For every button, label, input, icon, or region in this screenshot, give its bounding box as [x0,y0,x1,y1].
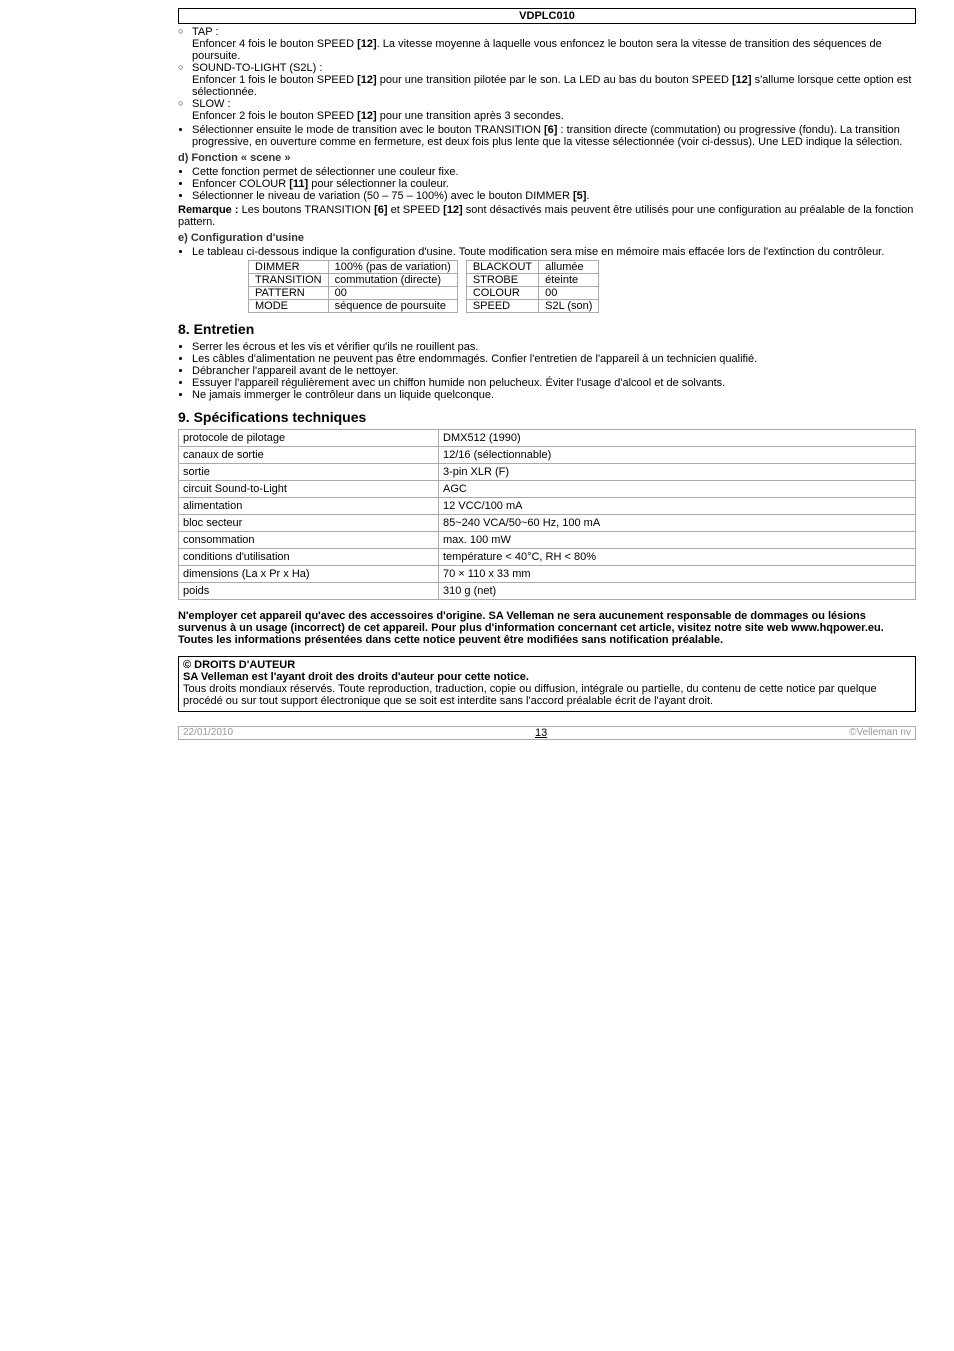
section-d-item: Cette fonction permet de sélectionner un… [192,166,916,178]
intro-sublist: TAP :Enfoncer 4 fois le bouton SPEED [12… [178,26,916,122]
spec-cell: 12/16 (sélectionnable) [439,447,916,464]
cfg-cell: STROBE [466,274,538,287]
main-content: TAP :Enfoncer 4 fois le bouton SPEED [12… [178,26,916,740]
intro-bullet-item: Sélectionner ensuite le mode de transiti… [192,124,916,148]
config-table-left: DIMMER100% (pas de variation)TRANSITIONc… [248,260,458,313]
cfg-cell: éteinte [539,274,599,287]
section-d-item: Enfoncer COLOUR [11] pour sélectionner l… [192,178,916,190]
section-8-item: Ne jamais immerger le contrôleur dans un… [192,389,916,401]
footer: 22/01/2010 13 ©Velleman nv [178,726,916,740]
intro-sub-item: SLOW :Enfoncer 2 fois le bouton SPEED [1… [192,98,916,122]
spec-cell: bloc secteur [179,515,439,532]
spec-cell: température < 40°C, RH < 80% [439,549,916,566]
section-8-list: Serrer les écrous et les vis et vérifier… [178,341,916,401]
cfg-cell: COLOUR [466,287,538,300]
config-tables: DIMMER100% (pas de variation)TRANSITIONc… [248,260,916,313]
footer-page: 13 [535,727,547,739]
config-table-right: BLACKOUTalluméeSTROBEéteinteCOLOUR00SPEE… [466,260,600,313]
cfg-cell: commutation (directe) [328,274,457,287]
remarque-label: Remarque : [178,204,239,216]
cfg-cell: 00 [328,287,457,300]
spec-cell: 70 × 110 x 33 mm [439,566,916,583]
spec-cell: DMX512 (1990) [439,430,916,447]
section-8-item: Serrer les écrous et les vis et vérifier… [192,341,916,353]
spec-table: protocole de pilotageDMX512 (1990)canaux… [178,429,916,600]
spec-cell: poids [179,583,439,600]
cfg-cell: DIMMER [249,261,329,274]
disclaimer: N'employer cet appareil qu'avec des acce… [178,610,916,646]
section-d-list: Cette fonction permet de sélectionner un… [178,166,916,202]
section-d-item: Sélectionner le niveau de variation (50 … [192,190,916,202]
section-8-item: Débrancher l'appareil avant de le nettoy… [192,365,916,377]
spec-cell: consommation [179,532,439,549]
cfg-cell: allumée [539,261,599,274]
cfg-cell: PATTERN [249,287,329,300]
spec-cell: 12 VCC/100 mA [439,498,916,515]
cfg-cell: TRANSITION [249,274,329,287]
cfg-cell: S2L (son) [539,300,599,313]
section-d-title: d) Fonction « scene » [178,152,916,164]
spec-cell: 310 g (net) [439,583,916,600]
spec-cell: alimentation [179,498,439,515]
section-e-intro: Le tableau ci-dessous indique la configu… [178,246,916,258]
section-8-item: Essuyer l'appareil régulièrement avec un… [192,377,916,389]
spec-cell: canaux de sortie [179,447,439,464]
copyright-bold: SA Velleman est l'ayant droit des droits… [183,671,911,683]
section-e-title: e) Configuration d'usine [178,232,916,244]
section-e-intro-item: Le tableau ci-dessous indique la configu… [192,246,916,258]
intro-bullets: Sélectionner ensuite le mode de transiti… [178,124,916,148]
copyright-body: Tous droits mondiaux réservés. Toute rep… [183,683,911,707]
footer-date: 22/01/2010 [183,727,233,739]
cfg-cell: SPEED [466,300,538,313]
section-9-title: 9. Spécifications techniques [178,409,916,425]
spec-cell: circuit Sound-to-Light [179,481,439,498]
cfg-cell: séquence de poursuite [328,300,457,313]
section-8-item: Les câbles d'alimentation ne peuvent pas… [192,353,916,365]
cfg-cell: MODE [249,300,329,313]
footer-brand: ©Velleman nv [849,727,911,739]
copyright-title: © DROITS D'AUTEUR [183,659,911,671]
remarque: Remarque : Les boutons TRANSITION [6] et… [178,204,916,228]
remarque-text: Les boutons TRANSITION [6] et SPEED [12]… [178,204,913,228]
copyright-box: © DROITS D'AUTEUR SA Velleman est l'ayan… [178,656,916,712]
cfg-cell: 100% (pas de variation) [328,261,457,274]
section-8-title: 8. Entretien [178,321,916,337]
intro-sub-item: TAP :Enfoncer 4 fois le bouton SPEED [12… [192,26,916,62]
spec-cell: dimensions (La x Pr x Ha) [179,566,439,583]
intro-sub-item: SOUND-TO-LIGHT (S2L) :Enfoncer 1 fois le… [192,62,916,98]
spec-cell: protocole de pilotage [179,430,439,447]
spec-cell: max. 100 mW [439,532,916,549]
cfg-cell: BLACKOUT [466,261,538,274]
header-code: VDPLC010 [178,8,916,24]
spec-cell: 3-pin XLR (F) [439,464,916,481]
spec-cell: 85~240 VCA/50~60 Hz, 100 mA [439,515,916,532]
spec-cell: sortie [179,464,439,481]
spec-cell: conditions d'utilisation [179,549,439,566]
cfg-cell: 00 [539,287,599,300]
spec-cell: AGC [439,481,916,498]
